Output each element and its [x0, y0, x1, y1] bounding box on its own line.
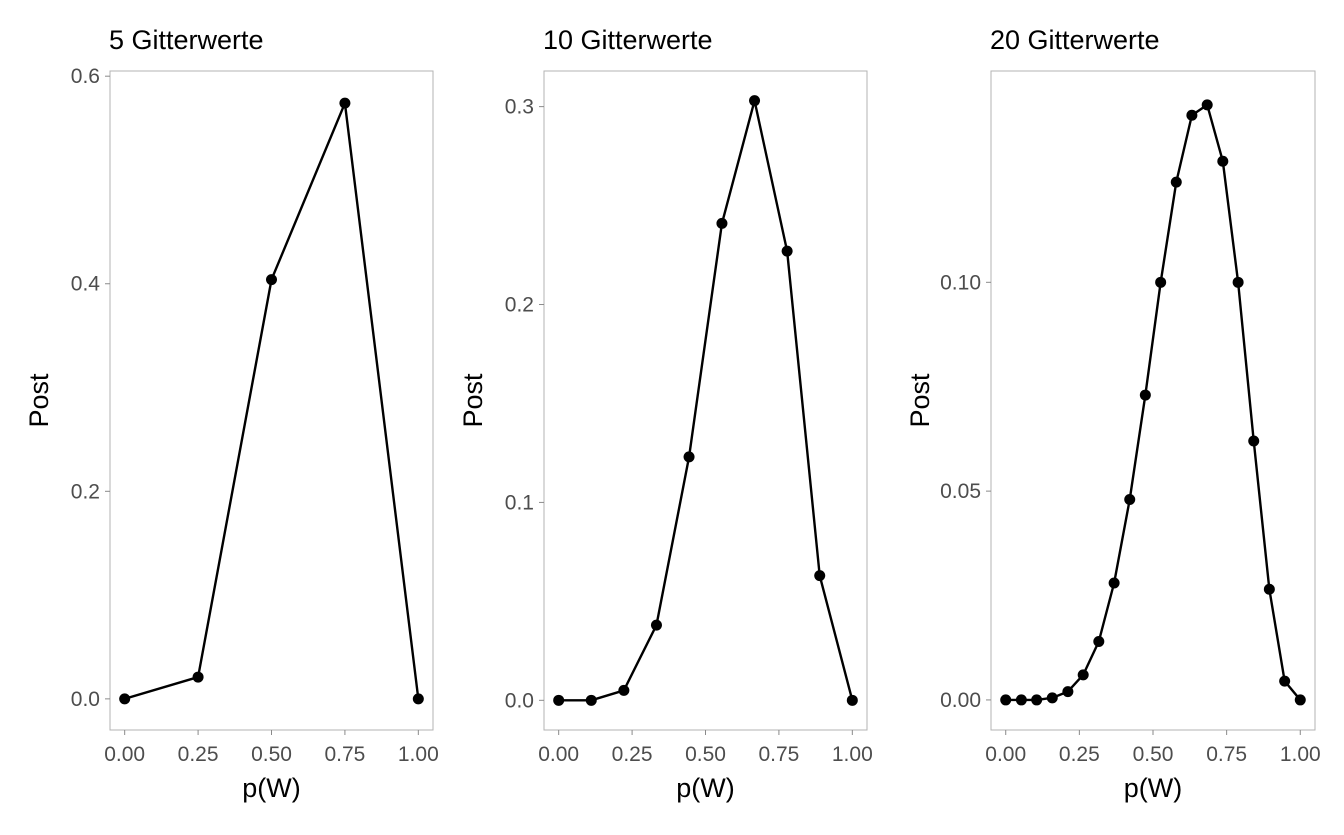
y-tick-label: 0.4 — [71, 273, 101, 296]
x-tick-label: 0.75 — [324, 743, 365, 766]
data-point — [266, 274, 277, 286]
data-point — [1015, 694, 1027, 706]
y-tick-label: 0.05 — [940, 480, 981, 503]
data-point — [1186, 109, 1198, 121]
x-tick-label: 0.00 — [104, 743, 145, 766]
data-point — [846, 694, 858, 706]
x-tick-label: 0.00 — [985, 743, 1026, 766]
data-point — [618, 684, 630, 696]
data-point — [1155, 276, 1167, 288]
series-line — [124, 101, 420, 701]
data-point — [1248, 435, 1260, 447]
y-axis-label: Post — [458, 373, 488, 428]
x-tick-label: 1.00 — [398, 743, 439, 766]
y-tick-label: 0.1 — [505, 491, 534, 514]
data-point — [585, 694, 597, 706]
chart-panel-1: 5 Gitterwerte 0.0 0.2 0.4 0.6 0.00 0.25 0.50 0.7… — [24, 25, 439, 803]
data-point — [1124, 493, 1136, 505]
data-point — [749, 95, 761, 107]
chart-panel-3: 20 Gitterwerte 0.00 0.05 0.10 0.00 0.25 0.50 0.… — [905, 25, 1321, 803]
chart-title: 20 Gitterwerte — [990, 25, 1160, 55]
x-tick-label: 0.00 — [538, 743, 579, 766]
data-point — [119, 693, 131, 705]
data-point — [814, 570, 826, 582]
x-tick-label: 0.25 — [1059, 743, 1100, 766]
data-point — [192, 671, 204, 683]
chart-panel-2: 10 Gitterwerte 0.0 0.1 0.2 0.3 0.00 0.25 0.50 0.… — [458, 25, 873, 803]
data-point — [683, 451, 695, 463]
data-point — [339, 97, 351, 109]
data-point — [1062, 686, 1074, 698]
data-point — [716, 217, 728, 229]
data-point — [1046, 692, 1058, 704]
x-axis-label: p(W) — [676, 773, 734, 803]
chart-title: 5 Gitterwerte — [109, 25, 264, 55]
data-point — [1279, 675, 1291, 687]
data-point — [650, 619, 662, 631]
y-tick-label: 0.10 — [940, 271, 981, 294]
x-tick-label: 0.25 — [178, 743, 219, 766]
panel-border — [109, 70, 434, 731]
y-axis-label: Post — [24, 373, 54, 428]
data-point — [1170, 176, 1182, 188]
data-point — [553, 694, 565, 706]
x-tick-label: 0.25 — [612, 743, 653, 766]
x-axis-label: p(W) — [1124, 773, 1182, 803]
x-tick-label: 0.50 — [251, 743, 292, 766]
data-point — [1077, 669, 1089, 681]
data-point — [1031, 694, 1043, 706]
data-point — [1108, 577, 1120, 589]
data-point — [1294, 694, 1306, 706]
data-point — [1217, 155, 1229, 167]
y-tick-label: 0.2 — [505, 294, 534, 317]
y-tick-label: 0.3 — [505, 96, 534, 119]
series-line — [558, 99, 854, 702]
y-tick-label: 0.6 — [71, 65, 100, 88]
data-point — [781, 245, 793, 257]
y-tick-label: 0.0 — [71, 688, 100, 711]
x-tick-label: 1.00 — [832, 743, 873, 766]
data-point — [1201, 99, 1213, 111]
y-tick-label: 0.00 — [940, 689, 981, 712]
panel-border — [990, 70, 1316, 731]
panel-border — [543, 70, 868, 731]
chart-title: 10 Gitterwerte — [543, 25, 713, 55]
y-axis-label: Post — [905, 373, 935, 428]
y-tick-label: 0.0 — [505, 689, 534, 712]
x-axis-label: p(W) — [242, 773, 300, 803]
series-line — [1005, 103, 1302, 702]
data-point — [412, 693, 424, 705]
y-tick-label: 0.2 — [71, 480, 100, 503]
x-tick-label: 0.75 — [758, 743, 799, 766]
x-tick-label: 0.50 — [1133, 743, 1174, 766]
data-point — [1093, 635, 1105, 647]
x-tick-label: 1.00 — [1280, 743, 1321, 766]
x-tick-label: 0.75 — [1206, 743, 1247, 766]
data-point — [1000, 694, 1012, 706]
x-tick-label: 0.50 — [685, 743, 726, 766]
data-point — [1232, 276, 1244, 288]
data-point — [1263, 583, 1275, 595]
data-point — [1139, 389, 1151, 401]
